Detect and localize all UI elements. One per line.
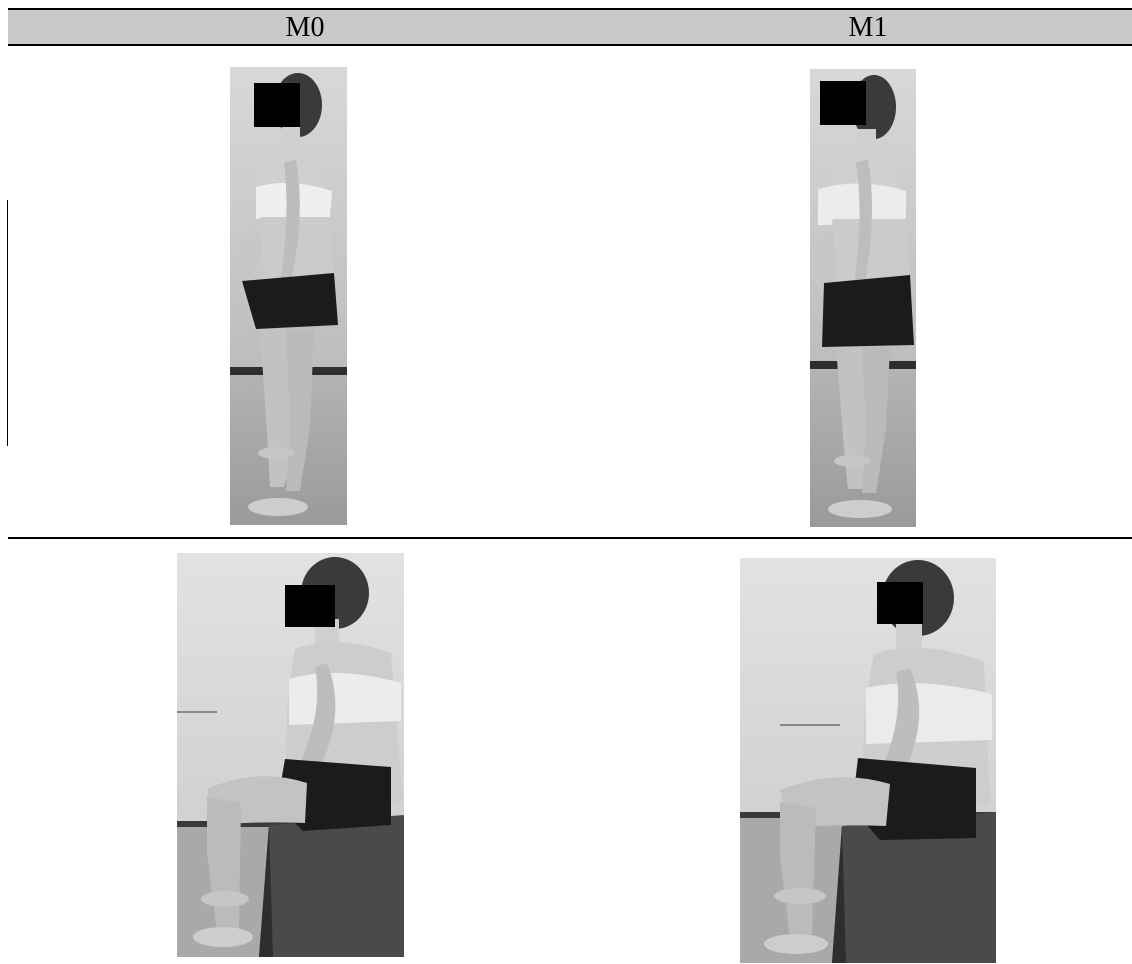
row-divider (8, 537, 1132, 539)
face-censor-box (877, 582, 923, 624)
face-censor-box (254, 83, 300, 127)
standing-photo-m1 (810, 69, 916, 527)
sitting-person-side-photo-icon (177, 553, 404, 957)
standing-person-side-photo-icon (230, 67, 347, 525)
standing-person-side-photo-icon (810, 69, 916, 527)
sitting-person-side-photo-icon (740, 558, 996, 963)
table-header-band: M0 M1 (8, 8, 1132, 46)
sitting-photo-m0 (177, 553, 404, 957)
face-censor-box (285, 585, 335, 627)
sitting-photo-m1 (740, 558, 996, 963)
column-header-m0: M0 (285, 12, 325, 43)
standing-photo-m0 (230, 67, 347, 525)
face-censor-box (820, 81, 866, 125)
column-header-m1: M1 (848, 12, 888, 43)
margin-rule (7, 200, 8, 446)
